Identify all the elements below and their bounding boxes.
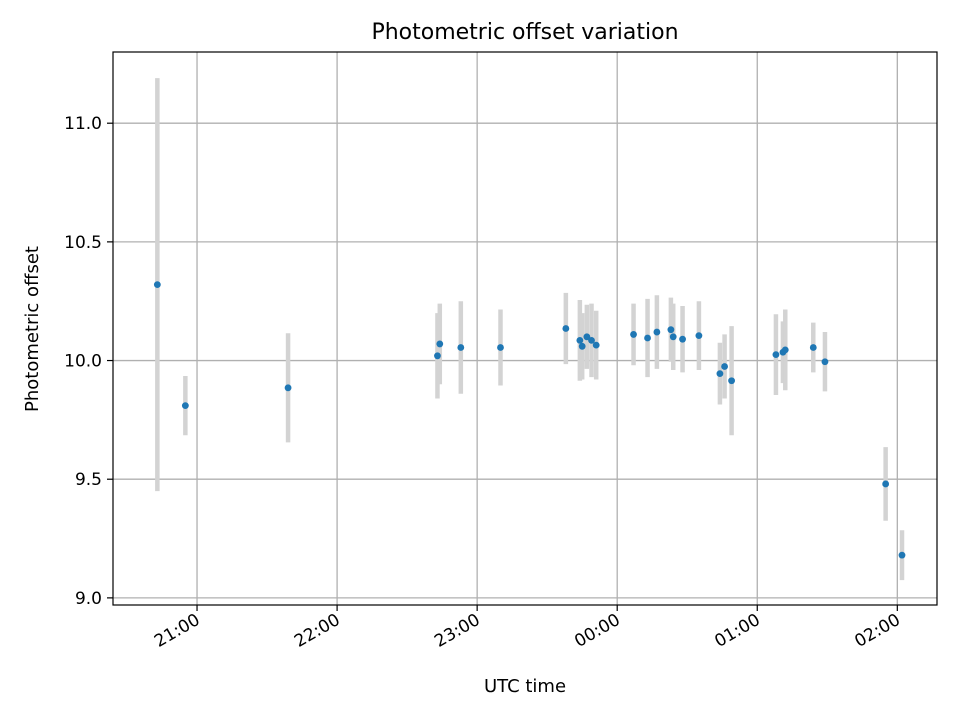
data-point	[457, 344, 465, 351]
y-tick-label: 10.5	[64, 233, 102, 253]
x-tick-label: 00:00	[571, 610, 623, 652]
data-point	[576, 336, 584, 344]
x-tick-label: 01:00	[711, 610, 763, 652]
data-point	[644, 334, 651, 342]
data-point	[630, 331, 637, 338]
data-point	[181, 402, 189, 410]
data-point	[667, 326, 675, 334]
data-point	[588, 336, 595, 344]
y-tick-label: 10.0	[64, 352, 102, 372]
data-point	[436, 340, 444, 348]
data-point	[772, 351, 780, 359]
x-tick-label: 23:00	[431, 610, 483, 652]
data-point	[284, 384, 292, 392]
data-point	[653, 328, 661, 336]
x-tick-label: 21:00	[151, 610, 203, 652]
chart-title: Photometric offset variation	[371, 20, 678, 45]
data-point	[562, 325, 570, 332]
y-tick-label: 9.5	[75, 470, 102, 490]
plot-frame	[112, 51, 938, 606]
data-point	[728, 377, 735, 385]
data-point	[434, 352, 441, 360]
y-tick-label: 11.0	[64, 114, 102, 134]
x-axis-label: UTC time	[484, 676, 566, 697]
x-axis-ticks: 21:00 22:00 23:00 00:00 01:00 02:00	[151, 605, 904, 652]
data-point	[882, 480, 890, 488]
y-tick-label: 9.0	[75, 589, 102, 609]
data-point	[679, 335, 686, 343]
data-point	[578, 342, 586, 350]
data-point	[592, 341, 600, 349]
data-point	[583, 333, 591, 341]
data-point	[898, 551, 906, 559]
data-point	[721, 363, 728, 370]
data-point	[809, 344, 817, 351]
grid	[113, 52, 937, 605]
error-bars	[155, 78, 905, 581]
data-point	[153, 281, 161, 288]
x-tick-label: 02:00	[851, 610, 903, 652]
data-point	[716, 370, 724, 377]
data-point	[497, 344, 504, 351]
data-point	[821, 358, 829, 366]
y-axis-label: Photometric offset	[22, 246, 43, 412]
x-tick-label: 22:00	[291, 610, 343, 652]
data-points	[153, 281, 906, 559]
y-axis-ticks: 9.0 9.5 10.0 10.5 11.0	[64, 114, 113, 609]
data-point	[669, 333, 677, 341]
data-point	[695, 332, 703, 340]
data-point	[781, 346, 789, 354]
